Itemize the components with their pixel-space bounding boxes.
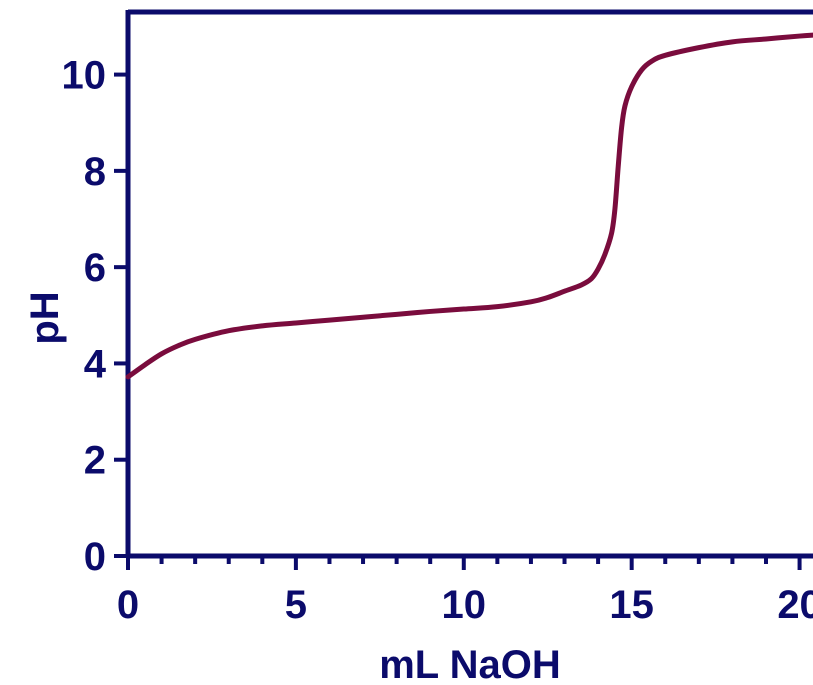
y-tick-label: 2 [84, 439, 106, 483]
x-tick-label: 20 [777, 583, 813, 627]
titration-curve [125, 32, 813, 380]
y-tick-label: 6 [84, 246, 106, 290]
y-axis: 0 2 4 6 8 10 [62, 54, 128, 579]
x-tick-label: 15 [609, 583, 654, 627]
y-tick-label: 10 [62, 54, 107, 98]
series-layer [125, 32, 813, 380]
x-tick-label: 5 [285, 583, 307, 627]
y-tick-label: 4 [84, 342, 107, 386]
y-tick-label: 0 [84, 535, 106, 579]
x-axis-label: mL NaOH [379, 643, 561, 685]
y-tick-label: 8 [84, 150, 106, 194]
y-axis-label: pH [23, 291, 67, 344]
x-axis: 0 5 10 15 20 [117, 556, 813, 627]
x-tick-label: 10 [442, 583, 487, 627]
x-tick-label: 0 [117, 583, 139, 627]
plot-frame [125, 9, 813, 559]
